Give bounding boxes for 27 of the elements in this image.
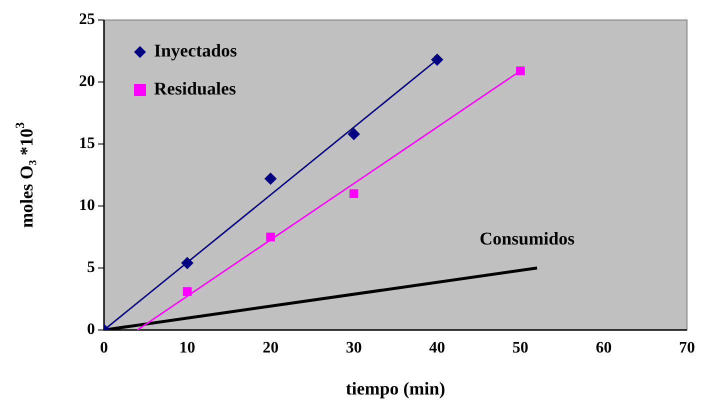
legend-label: Residuales xyxy=(154,78,236,99)
x-tick-label: 70 xyxy=(679,340,695,357)
x-tick-label: 30 xyxy=(346,340,362,357)
y-tick-label: 0 xyxy=(87,321,95,338)
x-tick-label: 10 xyxy=(179,340,196,357)
x-axis-title: tiempo (min) xyxy=(346,378,446,399)
y-tick-label: 25 xyxy=(79,11,95,28)
x-tick-label: 60 xyxy=(596,340,612,357)
legend-label: Inyectados xyxy=(154,40,238,61)
y-tick-label: 15 xyxy=(79,135,95,152)
point xyxy=(516,66,525,76)
point xyxy=(264,172,277,185)
series-label: Consumidos xyxy=(480,228,575,249)
point xyxy=(266,232,275,242)
point xyxy=(181,257,194,270)
point xyxy=(349,189,358,198)
x-tick-label: 50 xyxy=(512,340,528,357)
point xyxy=(431,54,444,66)
y-tick-label: 5 xyxy=(87,259,95,276)
point xyxy=(348,128,360,140)
x-tick-label: 0 xyxy=(100,340,108,357)
y-axis-title: moles O₃ *103 xyxy=(13,122,37,228)
x-tick-label: 20 xyxy=(262,340,279,357)
x-tick-label: 40 xyxy=(429,340,446,357)
y-tick-label: 10 xyxy=(79,197,95,214)
point xyxy=(182,287,192,296)
y-tick-label: 20 xyxy=(79,73,95,90)
